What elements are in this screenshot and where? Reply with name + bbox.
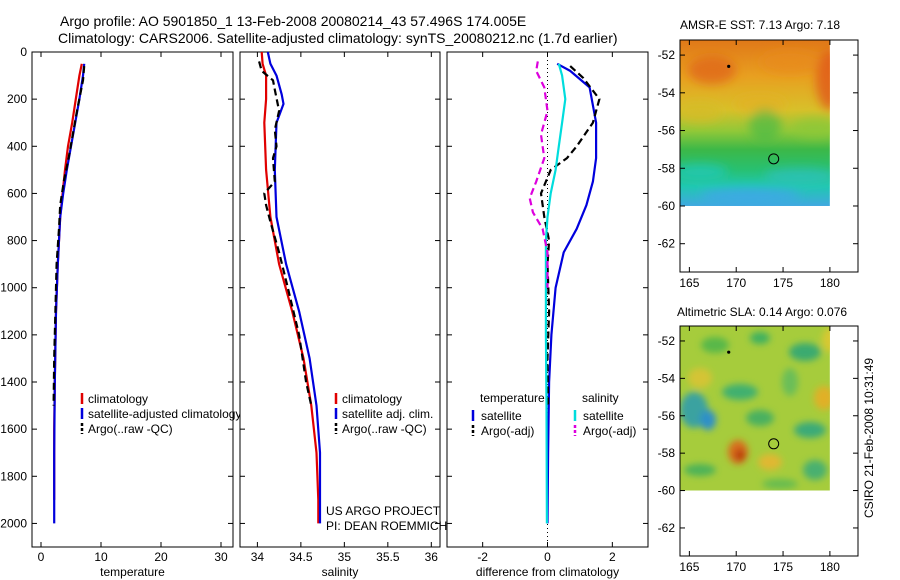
salinity-xtick-label: 34.5 <box>289 550 313 564</box>
altimetric-sla-xtick-label: 175 <box>773 560 793 574</box>
temperature-xtick-label: 30 <box>214 550 228 564</box>
diff-legend-label: Argo(-adj) <box>481 424 534 438</box>
depth-tick-label: 1600 <box>0 422 27 436</box>
depth-tick-label: 400 <box>7 139 27 153</box>
altimetric-sla-xtick-label: 180 <box>820 560 840 574</box>
figure-title-line2: Climatology: CARS2006. Satellite-adjuste… <box>58 30 618 46</box>
depth-tick-label: 1000 <box>0 281 27 295</box>
salinity-series-satellite-adj-clim- <box>266 51 322 524</box>
sla-map-title: Altimetric SLA: 0.14 Argo: 0.076 <box>677 305 847 319</box>
altimetric-sla-ytick-label: -60 <box>658 484 676 498</box>
sst-field <box>680 40 830 206</box>
pi-credit: PI: DEAN ROEMMICH <box>326 519 447 533</box>
amsre-sst-ytick-label: -52 <box>658 48 676 62</box>
diff-legend-label: satellite <box>481 409 522 423</box>
temperature-xlabel: temperature <box>100 565 165 579</box>
temperature-xtick-label: 0 <box>38 550 45 564</box>
project-credit: US ARGO PROJECT <box>326 504 441 518</box>
altimetric-sla-xtick-label: 165 <box>679 560 699 574</box>
altimetric-sla-axes-box <box>679 325 859 557</box>
difference-xtick-label: 2 <box>609 550 616 564</box>
altimetric-sla-ytick-label: -54 <box>658 371 676 385</box>
altimetric-sla-xtick-label: 170 <box>726 560 746 574</box>
depth-tick-label: 1800 <box>0 469 27 483</box>
amsre-sst-ytick-label: -58 <box>658 161 676 175</box>
amsre-sst-xtick-label: 165 <box>679 276 699 290</box>
altimetric-sla-ytick-label: -62 <box>658 521 676 535</box>
temperature-axes-box <box>31 51 234 548</box>
amsre-sst-small-marker <box>727 64 731 69</box>
altimetric-sla-argo-location-marker <box>768 438 780 450</box>
amsre-sst-map: AMSR-E SST: 7.13 Argo: 7.18 165 170 175 180… <box>658 18 859 290</box>
salinity-xtick-label: 35.5 <box>376 550 400 564</box>
altimetric-sla-small-marker <box>727 350 731 354</box>
amsre-sst-axes-box <box>679 39 859 273</box>
csiro-timestamp: CSIRO 21-Feb-2008 10:31:49 <box>862 358 876 518</box>
difference-series-temperature-argo-adj- <box>539 65 601 406</box>
depth-tick-label: 2000 <box>0 516 27 530</box>
altimetric-sla-map: Altimetric SLA: 0.14 Argo: 0.076 <box>658 305 859 574</box>
temperature-xtick-label: 10 <box>94 550 108 564</box>
amsre-sst-ytick-label: -60 <box>658 199 676 213</box>
temperature-legend-label: satellite-adjusted climatology <box>88 407 241 421</box>
sst-map-title: AMSR-E SST: 7.13 Argo: 7.18 <box>680 18 840 32</box>
amsre-sst-ytick-label: -56 <box>658 124 676 138</box>
salinity-xlabel: salinity <box>322 565 359 579</box>
depth-tick-label: 0 <box>20 45 27 59</box>
diff-legend-header-salinity: salinity <box>582 391 619 405</box>
figure-title-line1: Argo profile: AO 5901850_1 13-Feb-2008 2… <box>60 13 527 29</box>
amsre-sst-argo-location-marker <box>768 153 780 165</box>
salinity-profile-panel: 34 34.5 35 35.5 36 salinity climatologysatelli… <box>239 51 441 579</box>
salinity-axes-box <box>239 51 441 548</box>
amsre-sst-xtick-label: 180 <box>820 276 840 290</box>
temperature-profile-panel: 0 10 20 30 0 200 400 600 800 1000 1200 1400 1600 1800… <box>0 45 241 579</box>
depth-tick-label: 1200 <box>0 328 27 342</box>
salinity-series-argo-raw-qc- <box>258 61 313 406</box>
difference-series-salinity-satellite <box>544 63 567 524</box>
temperature-series-argo-raw-qc- <box>52 66 86 406</box>
sst-field-texture <box>680 50 830 204</box>
difference-series-salinity-argo-adj- <box>528 61 549 288</box>
salinity-legend-label: satellite adj. clim. <box>342 407 433 421</box>
depth-tick-label: 800 <box>7 234 27 248</box>
salinity-legend-label: climatology <box>342 392 402 406</box>
sla-field <box>680 326 830 491</box>
temperature-xtick-label: 20 <box>154 550 168 564</box>
difference-xtick-label: 0 <box>544 550 551 564</box>
diff-legend-label: Argo(-adj) <box>583 424 636 438</box>
depth-tick-label: 1400 <box>0 375 27 389</box>
difference-xtick-label: -2 <box>477 550 488 564</box>
sla-map-axes: 165 170 175 180 -52 -54 -56 -58 -60 -62 <box>658 325 859 574</box>
diff-legend-label: satellite <box>583 409 624 423</box>
difference-series-temperature-satellite <box>546 62 598 524</box>
amsre-sst-ytick-label: -54 <box>658 86 676 100</box>
depth-tick-label: 200 <box>7 92 27 106</box>
salinity-legend-label: Argo(..raw -QC) <box>342 422 427 436</box>
sst-map-axes: 165 170 175 180 -52 -54 -56 -58 -60 -62 <box>658 39 859 290</box>
sla-field-texture <box>680 328 830 489</box>
temperature-legend-label: climatology <box>88 392 148 406</box>
diff-legend-header-temperature: temperature <box>480 391 545 405</box>
amsre-sst-xtick-label: 170 <box>726 276 746 290</box>
temperature-legend-label: Argo(..raw -QC) <box>88 422 173 436</box>
altimetric-sla-ytick-label: -52 <box>658 334 676 348</box>
salinity-xtick-label: 36 <box>425 550 439 564</box>
altimetric-sla-ytick-label: -56 <box>658 409 676 423</box>
amsre-sst-xtick-label: 175 <box>773 276 793 290</box>
salinity-xtick-label: 34 <box>251 550 265 564</box>
salinity-xtick-label: 35 <box>338 550 352 564</box>
amsre-sst-ytick-label: -62 <box>658 237 676 251</box>
altimetric-sla-ytick-label: -58 <box>658 446 676 460</box>
difference-xlabel: difference from climatology <box>476 565 619 579</box>
depth-tick-label: 600 <box>7 186 27 200</box>
